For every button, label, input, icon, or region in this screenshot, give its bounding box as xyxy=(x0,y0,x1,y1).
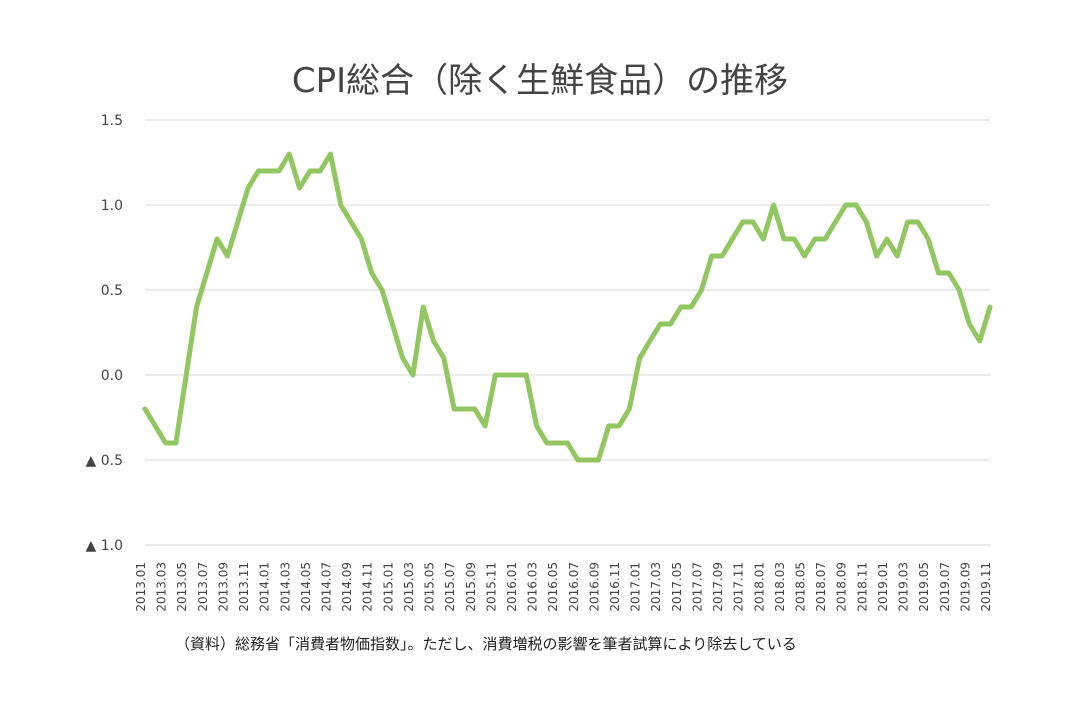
x-tick-label: 2019.09 xyxy=(958,562,972,612)
x-tick-label: 2018.01 xyxy=(752,562,766,612)
x-tick-label: 2016.07 xyxy=(567,562,581,612)
x-tick-label: 2013.05 xyxy=(175,562,189,612)
x-tick-label: 2018.07 xyxy=(814,562,828,612)
x-tick-label: 2015.07 xyxy=(443,562,457,612)
x-axis: 2013.01 2013.03 2013.05 2013.07 2013.09 2013.… xyxy=(134,562,993,612)
x-tick-label: 2015.01 xyxy=(381,562,395,612)
x-tick-label: 2015.11 xyxy=(484,562,498,612)
x-tick-label: 2013.07 xyxy=(196,562,210,612)
y-tick-label: 1.5 xyxy=(101,113,123,129)
x-tick-label: 2018.09 xyxy=(835,562,849,612)
x-tick-label: 2013.03 xyxy=(155,562,169,612)
data-series xyxy=(142,151,993,463)
x-tick-label: 2016.09 xyxy=(587,562,601,612)
y-tick-label: 0.0 xyxy=(101,368,123,384)
x-tick-label: 2016.03 xyxy=(526,562,540,612)
x-tick-label: 2018.03 xyxy=(773,562,787,612)
x-tick-label: 2019.05 xyxy=(917,562,931,612)
y-tick-label: ▲ 1.0 xyxy=(86,538,123,554)
x-tick-label: 2017.05 xyxy=(670,562,684,612)
x-tick-label: 2014.03 xyxy=(278,562,292,612)
source-note: （資料）総務省「消費者物価指数」。ただし、消費増税の影響を筆者試算により除去して… xyxy=(175,635,797,653)
x-tick-label: 2015.03 xyxy=(402,562,416,612)
x-tick-label: 2014.05 xyxy=(299,562,313,612)
y-tick-label: 1.0 xyxy=(101,198,123,214)
gridlines xyxy=(145,119,990,546)
x-tick-label: 2016.11 xyxy=(608,562,622,612)
x-tick-label: 2014.09 xyxy=(340,562,354,612)
x-tick-label: 2014.01 xyxy=(258,562,272,612)
x-tick-label: 2017.01 xyxy=(629,562,643,612)
x-tick-label: 2017.11 xyxy=(732,562,746,612)
x-tick-label: 2017.07 xyxy=(690,562,704,612)
x-tick-label: 2015.05 xyxy=(423,562,437,612)
x-tick-label: 2019.11 xyxy=(979,562,993,612)
chart-title: CPI総合（除く生鮮食品）の推移 xyxy=(292,61,788,101)
x-tick-label: 2016.01 xyxy=(505,562,519,612)
x-tick-label: 2017.03 xyxy=(649,562,663,612)
x-tick-label: 2019.03 xyxy=(897,562,911,612)
y-axis: 1.5 1.0 0.5 0.0 ▲ 0.5 ▲ 1.0 xyxy=(86,113,123,554)
y-tick-label: 0.5 xyxy=(101,283,123,299)
x-tick-label: 2018.05 xyxy=(794,562,808,612)
x-tick-label: 2016.05 xyxy=(546,562,560,612)
series-line xyxy=(142,151,993,463)
x-tick-label: 2015.09 xyxy=(464,562,478,612)
y-tick-label: ▲ 0.5 xyxy=(86,453,123,469)
x-tick-label: 2013.01 xyxy=(134,562,148,612)
x-tick-label: 2019.01 xyxy=(876,562,890,612)
x-tick-label: 2019.07 xyxy=(938,562,952,612)
x-tick-label: 2018.11 xyxy=(855,562,869,612)
x-tick-label: 2017.09 xyxy=(711,562,725,612)
x-tick-label: 2014.11 xyxy=(361,562,375,612)
x-tick-label: 2013.09 xyxy=(216,562,230,612)
x-tick-label: 2014.07 xyxy=(319,562,333,612)
x-tick-label: 2013.11 xyxy=(237,562,251,612)
